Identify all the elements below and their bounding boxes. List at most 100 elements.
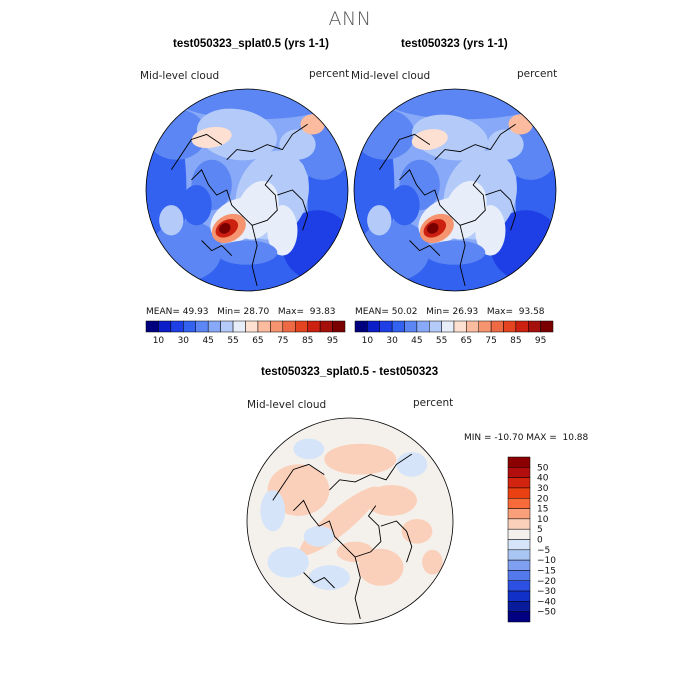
- panel3-colorbar-swatch: [507, 539, 531, 551]
- panel3-coastline: [303, 572, 335, 589]
- panel1-field-patch: [279, 129, 316, 160]
- panel1-colorbar-swatch: [195, 320, 209, 333]
- panel3-coastline: [293, 499, 361, 620]
- panel3-colorbar-tick: 0: [537, 536, 543, 546]
- panel1-colorbar-swatch: [170, 320, 184, 333]
- panel2-field-patch: [424, 240, 486, 265]
- panel2-field-patch: [354, 109, 415, 160]
- panel1-field-patch: [176, 89, 338, 120]
- panel1-colorbar-swatch: [158, 320, 172, 333]
- panel1-coastline: [277, 189, 309, 231]
- panel1-stats: MEAN= 49.93 Min= 28.70 Max= 93.83: [146, 307, 336, 317]
- panel2-coastline: [434, 123, 516, 161]
- panel3-field-patch: [336, 541, 374, 563]
- panel1-coastline: [226, 123, 308, 161]
- panel2-variable-label: Mid-level cloud: [351, 70, 431, 82]
- panel3-colorbar-swatch: [507, 456, 531, 468]
- panel2-colorbar-swatch: [490, 320, 504, 333]
- panel3-colorbar-swatch: [507, 549, 531, 561]
- panel3-colorbar-tick: 20: [537, 494, 549, 504]
- panel2-field-patch: [384, 89, 546, 120]
- panel1-variable-label: Mid-level cloud: [140, 70, 220, 82]
- panel2-map: [353, 88, 557, 292]
- panel2-coastline: [485, 189, 517, 231]
- panel3-coastline: [380, 520, 413, 563]
- panel3-colorbar-tick: −20: [537, 577, 556, 587]
- panel3-colorbar-tick: −50: [537, 608, 556, 618]
- panel3-field-patch: [396, 451, 428, 477]
- panel2-colorbar-swatch: [441, 320, 455, 333]
- panel3-colorbar-swatch: [507, 611, 531, 623]
- panel1-field-patch: [218, 223, 231, 234]
- panel2-colorbar-swatch: [515, 320, 529, 333]
- panel2-colorbar-tick: 75: [485, 336, 496, 346]
- panel2-colorbar-tick: 45: [411, 336, 422, 346]
- panel2-field-patch: [426, 223, 439, 234]
- panel1-colorbar-swatch: [295, 320, 308, 333]
- panel1-colorbar-swatch: [220, 320, 234, 333]
- panel1-coastline: [251, 174, 278, 226]
- panel3-coastline: [354, 505, 382, 558]
- panel1-colorbar-swatch: [207, 320, 221, 333]
- panel3-colorbar-swatch: [507, 518, 531, 530]
- panel3-field-patch: [260, 490, 286, 532]
- panel2-colorbar-swatch: [416, 320, 430, 333]
- panel3-colorbar-swatch: [507, 508, 531, 520]
- panel3-field-patch: [324, 443, 397, 475]
- panel3-colorbar-tick: −40: [537, 597, 556, 607]
- panel3-colorbar-swatch: [507, 580, 531, 592]
- panel3-colorbar-swatch: [507, 477, 531, 489]
- panel2-colorbar-swatch: [453, 320, 467, 333]
- panel2-field-patch: [487, 129, 524, 160]
- panel1-field-patch: [181, 184, 212, 226]
- panel2-colorbar: 10 30 45 55 65 75 85 95: [354, 320, 554, 346]
- panel1-coastline: [170, 133, 223, 171]
- panel2-coastline: [409, 240, 441, 257]
- panel3-colorbar-tick: −10: [537, 556, 556, 566]
- panel2-colorbar-tick: 85: [510, 336, 521, 346]
- panel3-units-label: percent: [413, 397, 454, 409]
- panel1-field-patch: [300, 114, 325, 135]
- panel1-colorbar-swatch: [307, 320, 321, 333]
- panel2-stats: MEAN= 50.02 Min= 26.93 Max= 93.58: [355, 307, 545, 317]
- panel3-colorbar-swatch: [507, 590, 531, 602]
- panel1-colorbar-tick: 65: [252, 336, 263, 346]
- panel1-colorbar-swatch: [332, 320, 346, 333]
- panel1-colorbar-tick: 85: [302, 336, 313, 346]
- panel2-units-label: percent: [517, 68, 558, 80]
- panel1-colorbar-swatch: [145, 320, 159, 333]
- panel3-coastline: [329, 453, 413, 491]
- panel1-field-patch: [216, 240, 278, 265]
- panel1-colorbar-tick: 55: [227, 336, 238, 346]
- panel1-colorbar-swatch: [257, 320, 271, 333]
- panel2-colorbar-tick: 10: [362, 336, 374, 346]
- panel3-colorbar-tick: 40: [537, 474, 549, 484]
- panel3-colorbar-swatch: [507, 487, 531, 499]
- panel3-colorbar-swatch: [507, 467, 531, 478]
- panel2-colorbar-swatch: [429, 320, 442, 333]
- panel2-colorbar-swatch: [528, 320, 541, 333]
- panel1-field-patch: [196, 108, 277, 161]
- panel2-colorbar-swatch: [379, 320, 393, 333]
- panel1-colorbar-swatch: [282, 320, 296, 333]
- panel1-field-patch: [267, 205, 298, 256]
- panel2-coastline: [378, 133, 431, 171]
- panel3-coastline: [272, 463, 325, 501]
- panel3-colorbar-tick: 5: [537, 525, 543, 535]
- panel3-colorbar-swatch: [507, 559, 531, 571]
- panel3-field-patch: [267, 546, 309, 578]
- panel3-field-patch: [293, 438, 325, 460]
- panel3-field-patch: [422, 549, 443, 575]
- panel2-colorbar-swatch: [367, 320, 380, 333]
- panel3-stats: MIN = -10.70 MAX = 10.88: [464, 433, 589, 443]
- panel1-title: test050323_splat0.5 (yrs 1-1): [173, 38, 329, 50]
- panel3-colorbar-tick: 10: [537, 515, 549, 525]
- panel3-colorbar-tick: 30: [537, 484, 549, 494]
- panel2-colorbar-swatch: [478, 320, 492, 333]
- panel3-colorbar-tick: −30: [537, 587, 556, 597]
- panel2-colorbar-swatch: [540, 320, 554, 333]
- panel2-colorbar-tick: 65: [461, 336, 472, 346]
- panel2-colorbar-tick: 95: [535, 336, 546, 346]
